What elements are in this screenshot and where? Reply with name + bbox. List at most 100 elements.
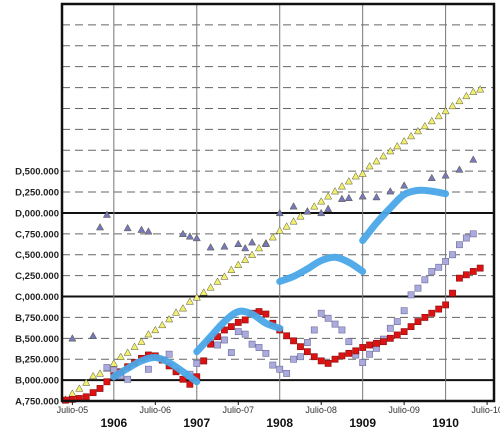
data-point-triangle-0 [448,101,457,110]
data-point-triangle-0 [365,162,374,170]
data-point-square-2 [290,355,297,363]
data-point-triangle-1 [68,334,77,342]
y-tick-label: C,250.000 [15,271,59,282]
data-point-square-2 [449,251,456,259]
data-point-square-3 [373,339,380,347]
data-point-square-3 [435,305,443,313]
data-point-triangle-0 [434,111,443,120]
x-tick-label: Julio-09 [388,405,420,415]
data-point-square-3 [82,393,90,401]
data-point-triangle-0 [68,389,77,397]
data-point-triangle-0 [206,283,215,291]
data-point-square-3 [386,334,394,342]
data-point-square-3 [352,347,360,355]
data-point-triangle-1 [337,194,346,202]
data-point-triangle-1 [372,192,381,201]
data-point-square-3 [290,337,297,345]
data-point-square-2 [310,326,318,334]
data-point-triangle-0 [248,250,257,258]
data-point-square-3 [331,355,339,363]
data-point-triangle-1 [102,210,111,218]
data-point-square-2 [428,268,436,275]
data-point-triangle-0 [123,348,132,356]
data-point-triangle-0 [337,182,346,190]
data-point-square-2 [421,276,429,284]
x-tick-label: Julio-06 [140,405,172,415]
trend-curve [110,354,201,386]
y-tick-label: A,750.000 [15,397,59,408]
data-point-triangle-1 [123,223,132,232]
data-point-square-3 [96,385,104,392]
data-point-square-2 [386,324,394,332]
trend-curve [276,253,367,285]
data-point-square-2 [407,291,415,299]
data-point-square-3 [283,332,291,340]
data-point-triangle-0 [351,172,360,180]
data-point-triangle-0 [75,384,84,392]
y-tick-label: D,500.000 [15,167,59,178]
data-point-square-2 [255,344,263,351]
data-point-square-3 [179,375,187,383]
data-point-triangle-1 [241,243,250,252]
data-point-triangle-0 [220,272,229,280]
data-point-square-2 [269,361,277,369]
trend-curve [193,307,284,356]
data-point-square-2 [414,284,422,292]
data-point-triangle-0 [165,314,174,323]
data-point-triangle-0 [116,352,125,360]
data-point-square-3 [442,301,450,309]
data-point-triangle-0 [227,265,236,273]
data-point-triangle-0 [441,106,450,115]
data-point-square-2 [124,375,132,383]
y-tick-label: C,500.000 [15,250,59,261]
data-point-square-2 [248,340,256,348]
year-label: 1906 [100,416,127,430]
data-point-triangle-1 [137,225,146,233]
data-point-triangle-0 [185,297,194,305]
data-point-square-3 [462,271,470,279]
chart-grid [62,3,494,402]
y-tick-label: B,000.000 [15,376,59,387]
data-point-triangle-0 [282,222,291,230]
data-point-square-2 [400,307,408,315]
data-point-triangle-0 [130,342,139,350]
y-tick-label: C,750.000 [15,229,59,240]
y-tick-label: C,000.000 [15,292,59,303]
data-point-square-2 [214,341,221,349]
data-point-square-3 [200,357,208,365]
data-point-square-2 [393,318,401,325]
data-point-triangle-0 [344,177,353,185]
data-point-triangle-0 [358,169,367,177]
data-point-square-3 [345,349,353,357]
data-point-square-2 [331,320,339,328]
data-point-square-3 [317,357,325,365]
data-point-triangle-0 [455,96,464,105]
data-point-triangle-1 [248,238,257,246]
data-point-triangle-0 [289,217,298,225]
data-point-square-3 [324,359,332,367]
y-tick-label: B,750.000 [15,313,59,324]
year-label: 1910 [432,416,459,430]
data-point-triangle-0 [192,293,201,301]
data-point-triangle-1 [455,165,464,173]
x-tick-label: Julio-10 [471,405,500,415]
data-point-triangle-0 [400,136,409,145]
data-point-square-2 [283,370,291,377]
data-point-triangle-1 [261,239,270,248]
data-point-triangle-1 [427,173,436,181]
data-point-square-3 [476,264,484,272]
data-point-square-2 [462,234,470,242]
data-point-triangle-0 [324,192,333,200]
data-point-square-2 [165,350,173,358]
data-point-triangle-1 [95,223,105,231]
data-point-triangle-1 [469,155,478,163]
data-point-square-3 [393,331,401,339]
data-point-square-3 [366,341,373,349]
data-point-triangle-1 [358,192,367,200]
data-point-triangle-0 [407,131,416,140]
data-point-square-2 [303,339,311,346]
data-point-triangle-0 [109,359,118,367]
data-point-triangle-0 [158,320,167,329]
data-point-square-2 [241,330,249,338]
data-point-triangle-1 [185,232,194,240]
